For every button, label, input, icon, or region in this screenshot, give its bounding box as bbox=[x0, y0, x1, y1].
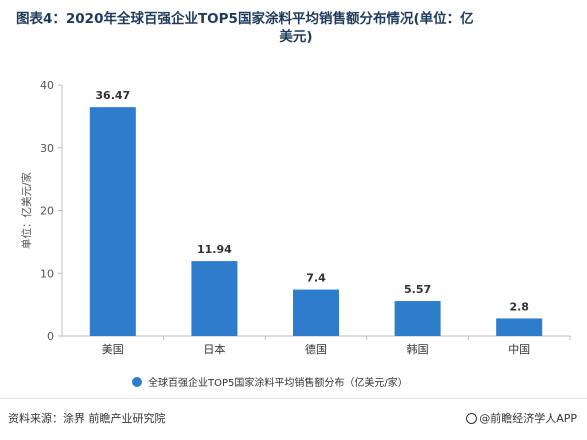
bar bbox=[496, 318, 543, 336]
source-note: 资料来源：涂界 前瞻产业研究院 bbox=[8, 412, 166, 425]
x-tick-label: 日本 bbox=[203, 342, 225, 356]
bar bbox=[394, 301, 441, 336]
chart-title: 图表4：2020年全球百强企业TOP5国家涂料平均销售额分布情况(单位：亿 美元… bbox=[16, 10, 576, 46]
data-label: 5.57 bbox=[404, 283, 431, 296]
brand-logo-icon bbox=[466, 413, 478, 424]
footer-divider bbox=[0, 398, 587, 399]
y-axis-title: 单位：亿美元/家 bbox=[20, 171, 33, 249]
legend-label: 全球百强企业TOP5国家涂料平均销售额分布（亿美元/家） bbox=[148, 378, 408, 389]
y-tick-label: 0 bbox=[47, 330, 54, 343]
chart-title-line1: 图表4：2020年全球百强企业TOP5国家涂料平均销售额分布情况(单位：亿 bbox=[16, 11, 474, 27]
bar bbox=[191, 261, 238, 336]
y-tick-label: 20 bbox=[40, 205, 54, 218]
brand-credit: @前瞻经济学人APP bbox=[466, 410, 577, 426]
y-tick-label: 40 bbox=[40, 79, 54, 92]
brand-label: @前瞻经济学人APP bbox=[479, 412, 577, 425]
y-tick-label: 10 bbox=[40, 267, 54, 280]
data-label: 2.8 bbox=[509, 300, 529, 313]
y-tick-label: 30 bbox=[40, 142, 54, 155]
data-label: 11.94 bbox=[197, 243, 232, 256]
x-tick-label: 韩国 bbox=[407, 342, 429, 356]
legend: 全球百强企业TOP5国家涂料平均销售额分布（亿美元/家） bbox=[132, 374, 408, 389]
bar-chart: 0 10 20 30 40 单位：亿美元/家美国 36.47 日本 11.94 德国 7.4 韩国 5.… bbox=[20, 79, 571, 356]
data-label: 7.4 bbox=[306, 272, 326, 285]
bar bbox=[293, 289, 339, 336]
bar bbox=[89, 107, 136, 336]
legend-marker bbox=[132, 376, 142, 387]
x-tick-label: 美国 bbox=[102, 343, 124, 356]
x-tick-label: 中国 bbox=[508, 343, 530, 356]
x-tick-label: 德国 bbox=[305, 342, 327, 356]
chart-title-line2: 美元) bbox=[279, 29, 313, 45]
data-label: 36.47 bbox=[95, 89, 130, 102]
